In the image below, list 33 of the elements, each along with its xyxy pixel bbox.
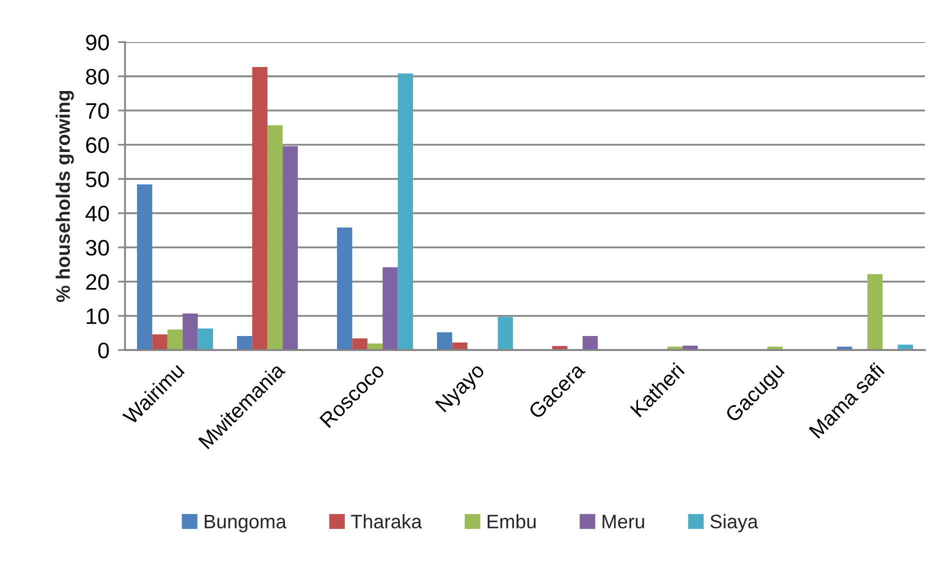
y-tick-label: 0 — [98, 342, 109, 358]
bar — [498, 316, 513, 350]
bar — [282, 146, 298, 350]
y-axis-title: % households growing — [56, 90, 74, 302]
bar — [137, 184, 152, 350]
y-tick-label: 30 — [86, 240, 109, 256]
y-tick-label: 10 — [86, 308, 109, 324]
y-tick-label: 70 — [86, 103, 109, 119]
bar — [867, 274, 883, 350]
bar — [152, 334, 168, 350]
y-tick-label: 50 — [86, 171, 109, 188]
y-tick-label: 20 — [86, 274, 109, 290]
y-tick-label: 40 — [86, 206, 109, 222]
bar — [582, 336, 598, 350]
y-tick-label: 60 — [86, 137, 109, 154]
legend-label: Embu — [488, 514, 536, 528]
y-tick-label: 90 — [86, 34, 109, 50]
bar — [398, 74, 413, 350]
bar — [267, 125, 283, 350]
bar — [167, 330, 183, 350]
bar — [237, 336, 252, 350]
bar — [436, 332, 452, 350]
y-tick-label: 80 — [86, 68, 109, 85]
bar — [352, 338, 368, 350]
bar — [252, 67, 268, 350]
bar — [382, 267, 398, 350]
legend-label: Bungoma — [204, 514, 286, 532]
legend-label: Meru — [602, 514, 644, 528]
bar — [337, 228, 352, 350]
bar — [182, 313, 198, 350]
legend-label: Tharaka — [351, 514, 422, 528]
bar — [198, 328, 214, 350]
legend-label: Siaya — [710, 514, 758, 532]
